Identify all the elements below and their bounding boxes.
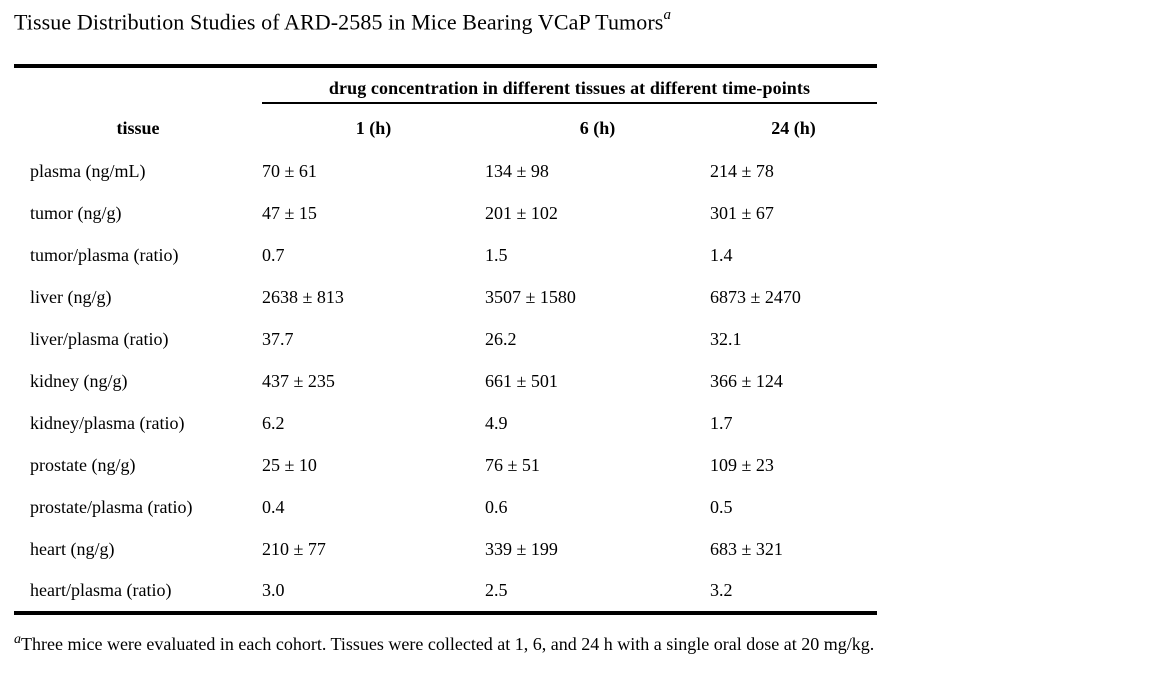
span-header-spacer: [14, 66, 262, 106]
cell-value: 3507 ± 1580: [485, 287, 576, 308]
table-row: heart/plasma (ratio) 3.0 2.5 3.2: [14, 571, 877, 613]
cell-value: 683 ± 321: [710, 539, 783, 560]
cell-value: 214 ± 78: [710, 161, 774, 182]
column-header-row: tissue 1 (h) 6 (h) 24 (h): [14, 106, 877, 151]
cell-value: 76 ± 51: [485, 455, 540, 476]
table-row: prostate (ng/g) 25 ± 10 76 ± 51 109 ± 23: [14, 445, 877, 487]
table-row: tumor/plasma (ratio) 0.7 1.5 1.4: [14, 235, 877, 277]
column-header-24h: 24 (h): [771, 117, 816, 138]
cell-value: 661 ± 501: [485, 371, 558, 392]
row-label: plasma (ng/mL): [30, 161, 146, 182]
table-row: liver/plasma (ratio) 37.7 26.2 32.1: [14, 319, 877, 361]
column-header-1h: 1 (h): [355, 117, 392, 138]
cell-value: 1.5: [485, 245, 508, 266]
title-text: Tissue Distribution Studies of ARD-2585 …: [14, 9, 664, 35]
cell-value: 2.5: [485, 580, 508, 601]
cell-value: 1.4: [710, 245, 733, 266]
cell-value: 4.9: [485, 413, 508, 434]
row-label: liver/plasma (ratio): [30, 329, 169, 350]
table-row: prostate/plasma (ratio) 0.4 0.6 0.5: [14, 487, 877, 529]
table-row: liver (ng/g) 2638 ± 813 3507 ± 1580 6873…: [14, 277, 877, 319]
cell-value: 70 ± 61: [262, 161, 317, 182]
cell-value: 0.4: [262, 497, 285, 518]
table-row: tumor (ng/g) 47 ± 15 201 ± 102 301 ± 67: [14, 193, 877, 235]
table-row: kidney/plasma (ratio) 6.2 4.9 1.7: [14, 403, 877, 445]
cell-value: 210 ± 77: [262, 539, 326, 560]
row-label: heart/plasma (ratio): [30, 580, 172, 601]
cell-value: 3.0: [262, 580, 285, 601]
row-label: tumor (ng/g): [30, 203, 122, 224]
footnote: aThree mice were evaluated in each cohor…: [14, 631, 1161, 655]
cell-value: 134 ± 98: [485, 161, 549, 182]
cell-value: 26.2: [485, 329, 517, 350]
cell-value: 0.6: [485, 497, 508, 518]
cell-value: 109 ± 23: [710, 455, 774, 476]
row-label: kidney (ng/g): [30, 371, 128, 392]
cell-value: 37.7: [262, 329, 294, 350]
row-label: prostate/plasma (ratio): [30, 497, 193, 518]
cell-value: 6.2: [262, 413, 285, 434]
row-label: liver (ng/g): [30, 287, 112, 308]
footnote-text: Three mice were evaluated in each cohort…: [21, 633, 875, 654]
row-label: tumor/plasma (ratio): [30, 245, 179, 266]
cell-value: 339 ± 199: [485, 539, 558, 560]
cell-value: 437 ± 235: [262, 371, 335, 392]
column-header-tissue: tissue: [116, 117, 160, 138]
cell-value: 6873 ± 2470: [710, 287, 801, 308]
footnote-marker: a: [14, 631, 21, 647]
row-label: heart (ng/g): [30, 539, 115, 560]
table-row: kidney (ng/g) 437 ± 235 661 ± 501 366 ± …: [14, 361, 877, 403]
span-header-label: drug concentration in different tissues …: [262, 78, 878, 105]
cell-value: 2638 ± 813: [262, 287, 344, 308]
column-header-6h: 6 (h): [579, 117, 616, 138]
table-row: heart (ng/g) 210 ± 77 339 ± 199 683 ± 32…: [14, 529, 877, 571]
cell-value: 201 ± 102: [485, 203, 558, 224]
cell-value: 32.1: [710, 329, 742, 350]
cell-value: 301 ± 67: [710, 203, 774, 224]
title-footnote-marker: a: [663, 7, 672, 23]
cell-value: 47 ± 15: [262, 203, 317, 224]
row-label: kidney/plasma (ratio): [30, 413, 185, 434]
tissue-distribution-table: drug concentration in different tissues …: [14, 63, 878, 615]
table-row: plasma (ng/mL) 70 ± 61 134 ± 98 214 ± 78: [14, 151, 877, 193]
cell-value: 1.7: [710, 413, 733, 434]
cell-value: 366 ± 124: [710, 371, 783, 392]
cell-value: 0.7: [262, 245, 285, 266]
cell-value: 0.5: [710, 497, 733, 518]
span-header-cell: drug concentration in different tissues …: [262, 66, 878, 106]
cell-value: 25 ± 10: [262, 455, 317, 476]
cell-value: 3.2: [710, 580, 733, 601]
span-header-row: drug concentration in different tissues …: [14, 66, 878, 106]
page-title: Tissue Distribution Studies of ARD-2585 …: [14, 7, 1161, 37]
row-label: prostate (ng/g): [30, 455, 136, 476]
